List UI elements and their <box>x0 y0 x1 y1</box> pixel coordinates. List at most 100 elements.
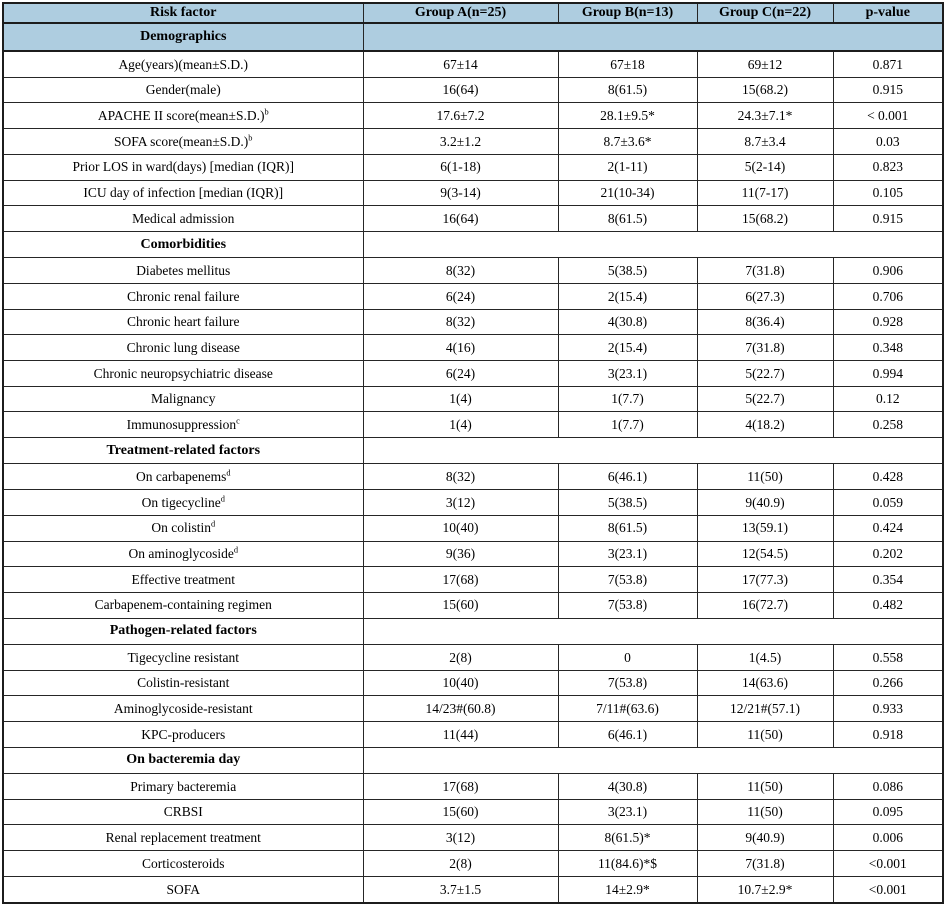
risk-factor-cell: Age(years)(mean±S.D.) <box>2 50 364 78</box>
value-cell: 11(50) <box>696 463 834 491</box>
value-cell: 28.1±9.5* <box>557 102 698 130</box>
table-row: Renal replacement treatment 3(12) 8(61.5)*… <box>2 824 944 852</box>
value-cell: 8(61.5)* <box>557 824 698 852</box>
value-cell: 9(40.9) <box>696 489 834 516</box>
value-cell: 8.7±3.4 <box>696 128 834 155</box>
risk-factor-cell: Primary bacteremia <box>2 773 364 800</box>
value-cell: 17(77.3) <box>696 566 834 593</box>
table-row: APACHE II score(mean±S.D.)b 17.6±7.2 28.1±… <box>2 102 944 130</box>
value-cell: 0.424 <box>832 514 944 542</box>
value-cell: 5(22.7) <box>696 385 834 413</box>
table-row: Corticosteroids 2(8) 11(84.6)*$ 7(31.8) <0.0… <box>2 850 944 877</box>
value-cell: 0.871 <box>832 50 944 78</box>
value-cell: 2(1-11) <box>557 153 698 181</box>
table-row: On tigecyclined 3(12) 5(38.5) 9(40.9) 0.059 <box>2 489 944 516</box>
section-empty-cell <box>362 437 944 465</box>
value-cell: 6(1-18) <box>362 153 559 181</box>
value-cell: 0.105 <box>832 179 944 207</box>
value-cell: 12/21#(57.1) <box>696 695 834 722</box>
table-row: Chronic renal failure 6(24) 2(15.4) 6(27.3)… <box>2 282 944 310</box>
risk-factor-cell: Malignancy <box>2 385 364 413</box>
risk-factor-label: Diabetes mellitus <box>136 262 231 278</box>
column-header: Group C(n=22) <box>696 2 834 25</box>
value-cell: 16(64) <box>362 205 559 232</box>
value-cell: 16(72.7) <box>696 591 834 619</box>
value-cell: 8(61.5) <box>557 514 698 542</box>
risk-factor-cell: On carbapenemsd <box>2 463 364 491</box>
footnote-marker: d <box>210 519 216 529</box>
value-cell: 13(59.1) <box>696 514 834 542</box>
table-body: Demographics Age(years)(mean±S.D.) 67±14 67… <box>2 22 944 904</box>
risk-factor-cell: Renal replacement treatment <box>2 824 364 852</box>
value-cell: 8(32) <box>362 308 559 336</box>
section-row: On bacteremia day <box>2 746 944 775</box>
value-cell: 6(24) <box>362 360 559 387</box>
value-cell: 7(53.8) <box>557 669 698 697</box>
value-cell: 17(68) <box>362 566 559 593</box>
value-cell: 6(24) <box>362 282 559 310</box>
value-cell: 11(50) <box>696 773 834 800</box>
risk-factor-label: Primary bacteremia <box>130 778 237 794</box>
value-cell: 3(23.1) <box>557 360 698 387</box>
value-cell: < 0.001 <box>832 102 944 130</box>
risk-factor-label: SOFA score(mean±S.D.) <box>114 133 249 149</box>
table-row: SOFA score(mean±S.D.)b 3.2±1.2 8.7±3.6* 8.7… <box>2 128 944 155</box>
table-row: On carbapenemsd 8(32) 6(46.1) 11(50) 0.428 <box>2 463 944 491</box>
value-cell: 8.7±3.6* <box>557 128 698 155</box>
value-cell: 11(7-17) <box>696 179 834 207</box>
value-cell: 9(3-14) <box>362 179 559 207</box>
value-cell: 0.706 <box>832 282 944 310</box>
section-label: Demographics <box>2 22 364 52</box>
risk-factor-label: On tigecycline <box>141 494 221 510</box>
risk-factor-label: Immunosuppression <box>126 416 237 432</box>
value-cell: 2(15.4) <box>557 282 698 310</box>
risk-factor-label: Renal replacement treatment <box>105 830 261 846</box>
value-cell: 0.918 <box>832 721 944 748</box>
value-cell: 21(10-34) <box>557 179 698 207</box>
risk-factor-label: Prior LOS in ward(days) [median (IQR)] <box>72 159 295 175</box>
value-cell: 7/11#(63.6) <box>557 695 698 722</box>
value-cell: 1(4.5) <box>696 643 834 671</box>
value-cell: 8(36.4) <box>696 308 834 336</box>
risk-factor-cell: Effective treatment <box>2 566 364 593</box>
value-cell: 0.915 <box>832 205 944 232</box>
value-cell: <0.001 <box>832 850 944 877</box>
value-cell: 0.03 <box>832 128 944 155</box>
value-cell: 0.933 <box>832 695 944 722</box>
risk-factor-label: ICU day of infection [median (IQR)] <box>83 185 284 201</box>
risk-factor-label: APACHE II score(mean±S.D.) <box>97 108 265 124</box>
risk-factor-label: Chronic heart failure <box>127 314 240 330</box>
section-empty-cell <box>362 617 944 645</box>
table-row: SOFA 3.7±1.5 14±2.9* 10.7±2.9* <0.001 <box>2 875 944 904</box>
value-cell: 15(60) <box>362 591 559 619</box>
value-cell: <0.001 <box>832 875 944 904</box>
risk-factor-cell: On tigecyclined <box>2 489 364 516</box>
value-cell: 10.7±2.9* <box>696 875 834 904</box>
section-label: Comorbidities <box>2 230 364 259</box>
risk-factor-label: SOFA <box>166 881 200 897</box>
value-cell: 5(2-14) <box>696 153 834 181</box>
risk-factor-cell: Immunosuppressionc <box>2 411 364 439</box>
value-cell: 0 <box>557 643 698 671</box>
value-cell: 6(27.3) <box>696 282 834 310</box>
value-cell: 0.354 <box>832 566 944 593</box>
value-cell: 5(38.5) <box>557 257 698 284</box>
value-cell: 14(63.6) <box>696 669 834 697</box>
value-cell: 67±18 <box>557 50 698 78</box>
value-cell: 1(4) <box>362 385 559 413</box>
value-cell: 3(23.1) <box>557 540 698 568</box>
value-cell: 8(32) <box>362 257 559 284</box>
value-cell: 10(40) <box>362 514 559 542</box>
risk-factor-label: Chronic neuropsychiatric disease <box>93 365 273 381</box>
value-cell: 69±12 <box>696 50 834 78</box>
value-cell: 11(44) <box>362 721 559 748</box>
value-cell: 6(46.1) <box>557 721 698 748</box>
value-cell: 0.006 <box>832 824 944 852</box>
table-header-row: Risk factor Group A(n=25) Group B(n=13) Gro… <box>2 2 944 25</box>
value-cell: 11(50) <box>696 721 834 748</box>
risk-factor-label: On aminoglycoside <box>128 546 234 562</box>
value-cell: 3(12) <box>362 489 559 516</box>
value-cell: 3.7±1.5 <box>362 875 559 904</box>
section-empty-cell <box>362 746 944 775</box>
risk-factor-label: Tigecycline resistant <box>127 649 240 665</box>
